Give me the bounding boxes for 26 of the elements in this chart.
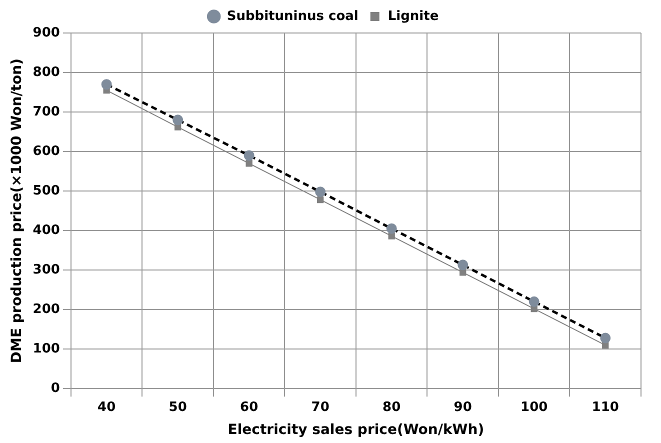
y-tick-label: 200: [32, 302, 60, 317]
legend-label: Subbituninus coal: [226, 8, 358, 24]
x-axis-title: Electricity sales price(Won/kWh): [228, 422, 484, 438]
y-tick-label: 900: [32, 25, 60, 40]
legend-label: Lignite: [388, 8, 439, 24]
point: [317, 196, 324, 204]
point: [460, 269, 466, 276]
x-tick-label: 50: [168, 400, 187, 415]
y-tick-label: 800: [32, 64, 60, 80]
x-tick-label: 100: [520, 400, 548, 415]
y-tick-label: 100: [32, 341, 60, 356]
x-tick-label: 70: [311, 400, 330, 415]
y-tick-label: 500: [32, 183, 60, 198]
x-tick-label: 60: [240, 400, 258, 415]
x-tick-label: 40: [98, 400, 116, 415]
x-tick-label: 110: [592, 400, 619, 415]
y-tick-label: 0: [50, 380, 60, 396]
point: [246, 160, 252, 167]
x-tick-label: 80: [382, 400, 401, 415]
y-axis-title: DME production price(×1000 Won/ton): [9, 58, 26, 364]
y-tick-label: 300: [32, 262, 60, 278]
y-tick-label: 600: [32, 144, 60, 159]
x-tick-label: 90: [454, 400, 472, 415]
point: [388, 232, 395, 240]
y-tick-label: 700: [32, 104, 60, 120]
y-tick-label: 400: [32, 222, 60, 238]
